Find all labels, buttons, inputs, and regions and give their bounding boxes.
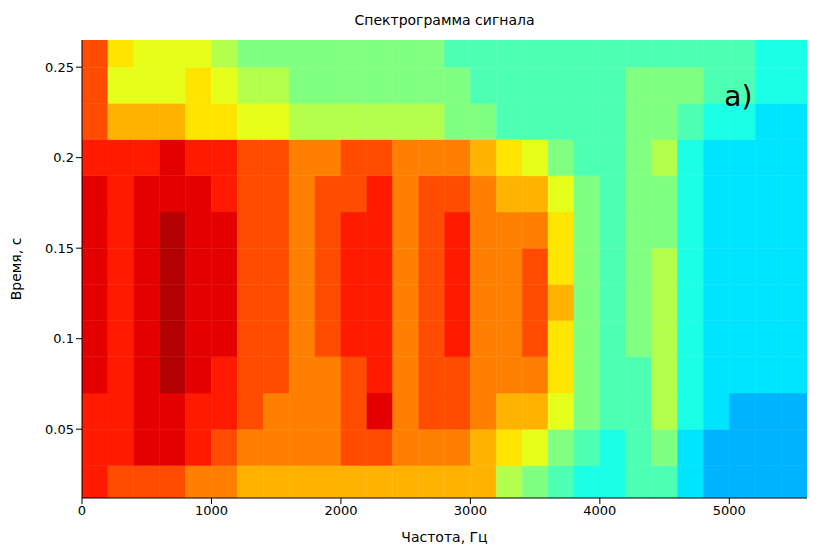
svg-text:Частота, Гц: Частота, Гц [401,529,487,545]
svg-text:1000: 1000 [195,503,228,518]
svg-text:Время, с: Время, с [8,238,24,301]
svg-text:2000: 2000 [324,503,357,518]
svg-text:a): a) [724,80,752,113]
svg-text:4000: 4000 [583,503,616,518]
svg-text:0.15: 0.15 [45,241,74,256]
html-text:Спектрограмма сигнала: Спектрограмма сигнала [354,12,535,28]
svg-text:0.1: 0.1 [53,331,74,346]
svg-text:0.25: 0.25 [45,60,74,75]
svg-text:5000: 5000 [713,503,746,518]
svg-text:0: 0 [78,503,86,518]
svg-text:0.2: 0.2 [53,150,74,165]
svg-text:0.05: 0.05 [45,422,74,437]
svg-text:3000: 3000 [454,503,487,518]
